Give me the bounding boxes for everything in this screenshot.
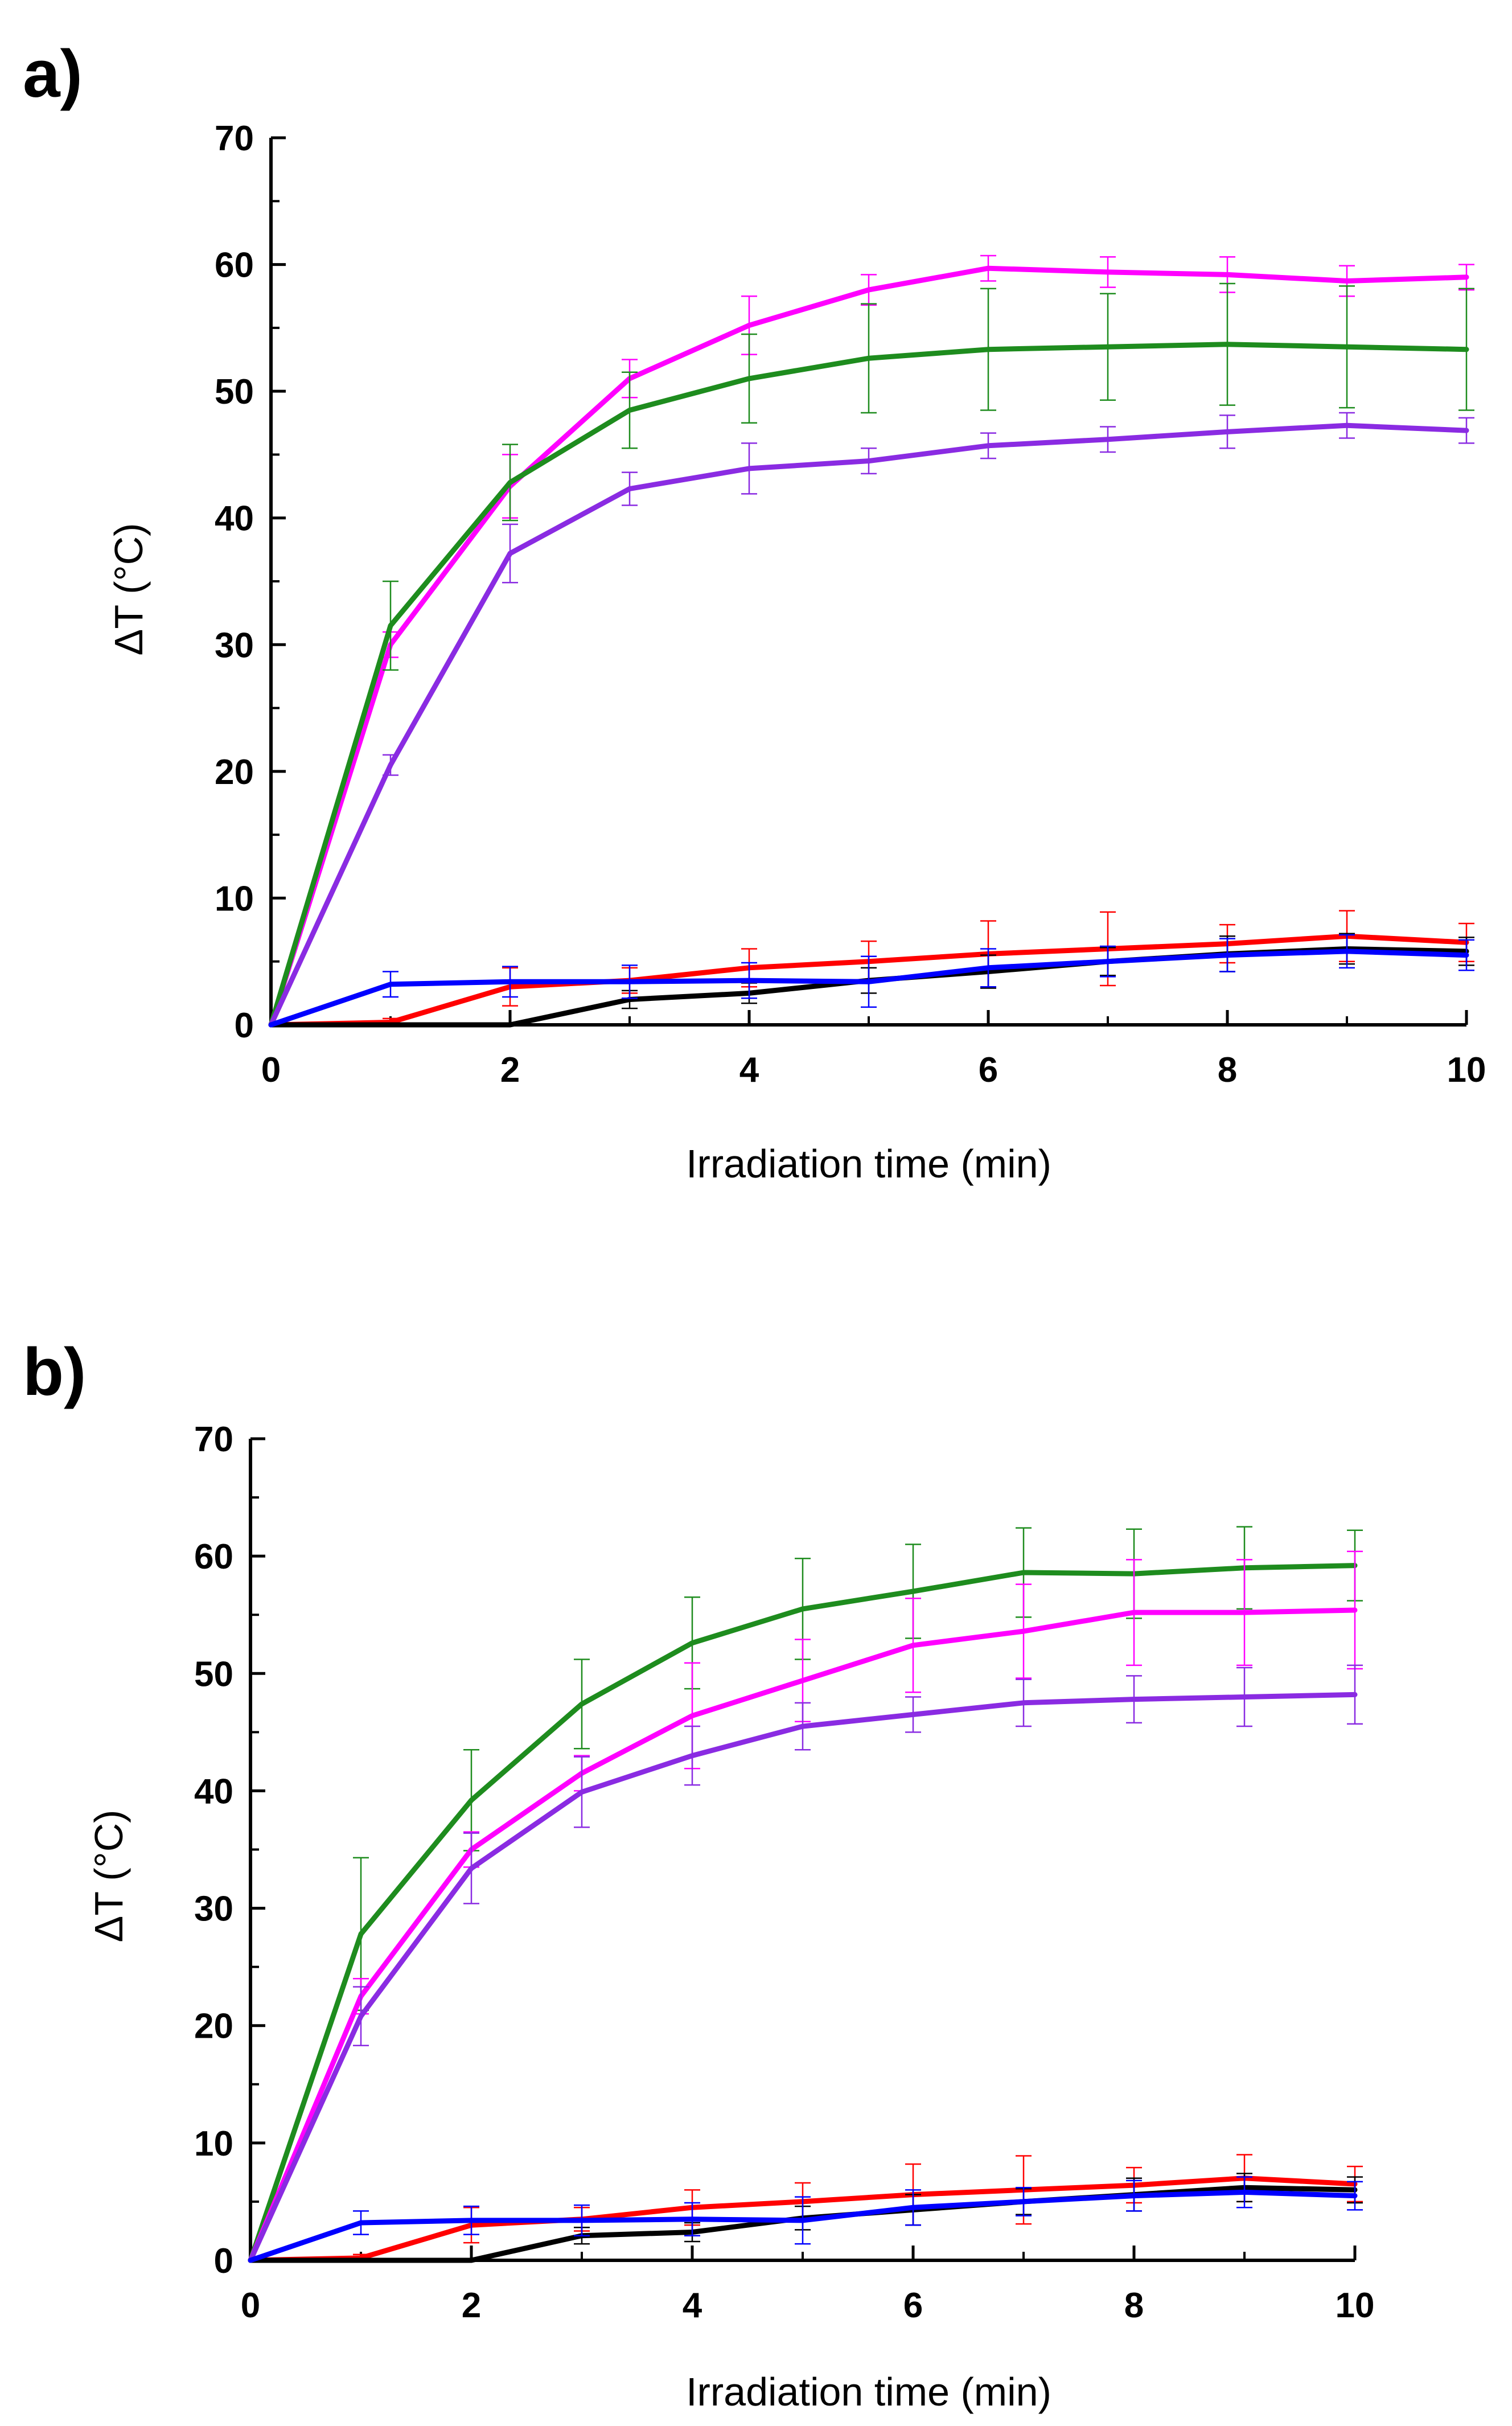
panel-b-blue-line bbox=[248, 2189, 1358, 2263]
panel-a-series-green bbox=[268, 282, 1474, 1028]
panel-a-plot-area: 0 10 20 30 40 50 60 70 0 2 4 6 8 10 bbox=[215, 119, 1486, 1090]
panel-b-x-tick-label: 2 bbox=[462, 2286, 481, 2325]
panel-a-y-tick-label: 60 bbox=[215, 246, 254, 285]
panel-b-y-tick-label: 40 bbox=[194, 1772, 233, 1811]
panel-a-y-tick-label: 10 bbox=[215, 879, 254, 918]
panel-a-x-tick-label: 0 bbox=[261, 1050, 281, 1090]
panel-b-series-blue bbox=[248, 2176, 1363, 2263]
panel-b-y-tick-label: 20 bbox=[194, 2007, 233, 2046]
panel-a-blue-line bbox=[268, 949, 1469, 1028]
panel-b-y-tick-label: 60 bbox=[194, 1537, 233, 1577]
panel-a-y-tick-label: 40 bbox=[215, 499, 254, 539]
panel-b-y-tick-label: 30 bbox=[194, 1890, 233, 1929]
panel-b-magenta-line bbox=[248, 1607, 1358, 2263]
panel-a-x-tick-label: 6 bbox=[979, 1050, 998, 1090]
panel-a: a) 0 10 20 30 40 50 60 70 0 2 4 6 8 10 Irradiation ti… bbox=[23, 36, 1486, 1186]
panel-b-label: b) bbox=[23, 1335, 86, 1410]
panel-b-y-axis-title: ΔT (°C) bbox=[87, 1810, 131, 1943]
panel-a-series-violet bbox=[268, 412, 1474, 1028]
panel-a-magenta-line bbox=[268, 265, 1469, 1028]
panel-a-x-axis-title: Irradiation time (min) bbox=[686, 1142, 1051, 1186]
panel-b-x-tick-label: 4 bbox=[683, 2286, 702, 2325]
panel-b-x-tick-label: 10 bbox=[1336, 2286, 1375, 2325]
panel-a-y-tick-label: 70 bbox=[215, 119, 254, 158]
panel-b-series-violet bbox=[248, 1664, 1363, 2263]
panel-b-green-line bbox=[248, 1563, 1358, 2263]
panel-a-y-tick-label: 50 bbox=[215, 372, 254, 412]
panel-a-x-tick-label: 10 bbox=[1447, 1050, 1486, 1090]
panel-a-violet-line bbox=[268, 422, 1469, 1028]
panel-b-x-tick-label: 6 bbox=[903, 2286, 923, 2325]
panel-b-x-tick-label: 8 bbox=[1124, 2286, 1144, 2325]
panel-a-y-tick-label: 30 bbox=[215, 626, 254, 665]
panel-b-violet-line bbox=[248, 1692, 1358, 2263]
panel-a-series-blue bbox=[268, 934, 1474, 1028]
panel-b: b) 0 10 20 30 40 50 60 70 0 2 4 6 8 10 Irradiation ti… bbox=[23, 1335, 1374, 2414]
panel-a-y-tick-label: 0 bbox=[235, 1006, 254, 1045]
panel-a-x-tick-label: 2 bbox=[500, 1050, 520, 1090]
panel-b-y-tick-label: 10 bbox=[194, 2124, 233, 2164]
panel-a-label: a) bbox=[23, 36, 83, 112]
panel-b-x-tick-label: 0 bbox=[241, 2286, 260, 2325]
panel-a-green-line bbox=[268, 342, 1469, 1028]
panel-b-y-tick-label: 50 bbox=[194, 1655, 233, 1694]
panel-a-y-axis-title: ΔT (°C) bbox=[106, 523, 151, 656]
panel-b-y-tick-label: 70 bbox=[194, 1420, 233, 1459]
panel-a-x-tick-label: 4 bbox=[739, 1050, 759, 1090]
panel-a-x-tick-label: 8 bbox=[1218, 1050, 1237, 1090]
panel-b-x-axis-title: Irradiation time (min) bbox=[686, 2370, 1051, 2414]
panel-a-y-tick-label: 20 bbox=[215, 753, 254, 792]
panel-b-plot-area: 0 10 20 30 40 50 60 70 0 2 4 6 8 10 bbox=[194, 1420, 1374, 2325]
panel-b-y-tick-label: 0 bbox=[214, 2242, 233, 2281]
